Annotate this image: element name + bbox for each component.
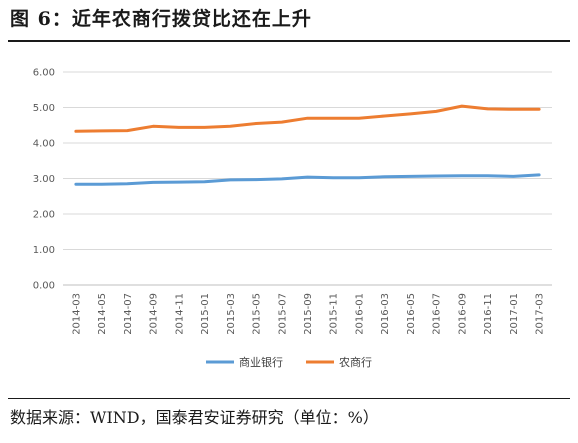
x-tick-label: 2015-05: [252, 293, 263, 335]
x-tick-label: 2014-03: [71, 293, 82, 335]
y-tick-label: 5.00: [33, 103, 55, 114]
x-tick-label: 2016-01: [354, 293, 365, 335]
series-line-1: [74, 173, 541, 186]
x-tick-label: 2016-11: [483, 293, 494, 335]
legend: 商业银行 农商行: [206, 355, 372, 369]
figure-title: 图 6：近年农商行拨贷比还在上升: [10, 8, 312, 30]
line-chart: 0.001.002.003.004.005.006.00 2014-03 2014…: [33, 68, 552, 369]
x-tick-label: 2016-09: [457, 293, 468, 335]
x-tick-label: 2014-05: [97, 293, 108, 335]
x-axis-tick-labels: 2014-03 2014-05 2014-07 2014-09 2014-11 2015-…: [71, 293, 545, 335]
x-tick-label: 2015-07: [277, 293, 288, 335]
x-tick-label: 2014-07: [123, 293, 134, 335]
title-rule: [8, 40, 570, 42]
x-tick-label: 2015-09: [303, 293, 314, 335]
y-tick-label: 1.00: [33, 245, 55, 256]
x-tick-label: 2016-05: [406, 293, 417, 335]
x-tick-label: 2015-01: [200, 293, 211, 335]
source-note: 数据来源：WIND，国泰君安证券研究（单位：%）: [10, 408, 379, 427]
x-tick-label: 2017-03: [535, 293, 546, 335]
x-tick-label: 2017-01: [509, 293, 520, 335]
x-tick-label: 2016-07: [432, 293, 443, 335]
y-axis-tick-labels: 0.00 1.00 2.00 3.00 4.00 5.00 6.00: [33, 68, 55, 292]
x-tick-label: 2014-09: [149, 293, 160, 335]
legend-label-2: 农商行: [339, 355, 372, 369]
x-tick-label: 2015-11: [329, 293, 340, 335]
legend-label-1: 商业银行: [239, 355, 283, 369]
y-tick-label: 6.00: [33, 68, 55, 79]
y-tick-label: 0.00: [33, 281, 55, 292]
series-line-2: [74, 104, 541, 133]
y-tick-label: 4.00: [33, 139, 55, 150]
y-tick-label: 3.00: [33, 174, 55, 185]
series-lines: [74, 104, 541, 186]
y-tick-label: 2.00: [33, 210, 55, 221]
x-tick-label: 2014-11: [174, 293, 185, 335]
source-rule: [8, 398, 570, 399]
x-tick-label: 2016-03: [380, 293, 391, 335]
x-tick-label: 2015-03: [226, 293, 237, 335]
